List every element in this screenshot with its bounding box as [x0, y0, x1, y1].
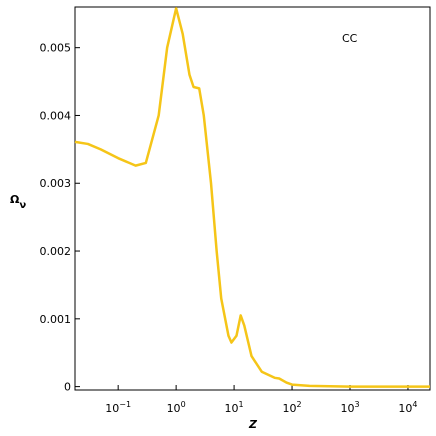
- y-tick-label: 0.002: [40, 245, 72, 258]
- y-tick-label: 0.004: [40, 109, 72, 122]
- y-tick-label: 0.003: [40, 177, 72, 190]
- annotation: CC: [342, 32, 358, 45]
- x-axis-label: Z: [248, 418, 258, 431]
- x-tick-label: 100: [167, 400, 186, 415]
- y-axis-label: Ων: [10, 193, 26, 211]
- x-tick-label: 101: [225, 400, 244, 415]
- plot-frame: [74, 6, 431, 391]
- y-tick-label: 0.001: [40, 313, 72, 326]
- x-tick-label: 102: [282, 400, 301, 415]
- x-tick-label: 104: [398, 400, 417, 415]
- y-tick-label: 0: [64, 381, 71, 394]
- x-tick-label: 10−1: [105, 400, 131, 415]
- y-tick-label: 0.005: [40, 42, 72, 55]
- x-tick-label: 103: [340, 400, 359, 415]
- line: [74, 7, 430, 388]
